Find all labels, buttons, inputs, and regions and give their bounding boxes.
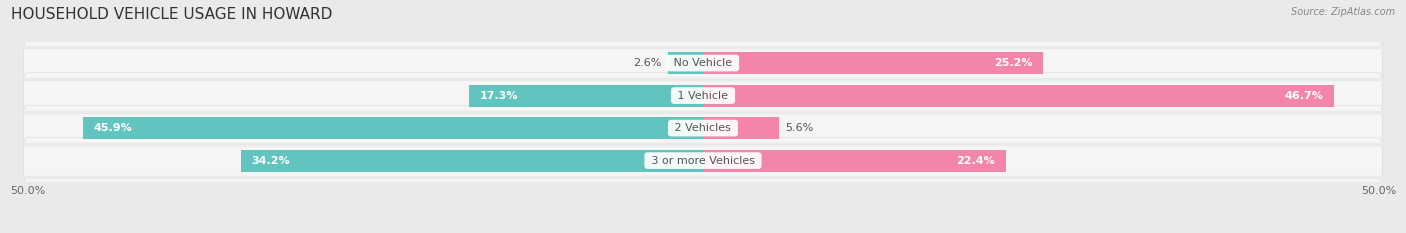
- Text: 2 Vehicles: 2 Vehicles: [671, 123, 735, 133]
- Text: No Vehicle: No Vehicle: [671, 58, 735, 68]
- Text: 45.9%: 45.9%: [94, 123, 132, 133]
- FancyBboxPatch shape: [24, 73, 1382, 118]
- Bar: [703, 85, 1334, 107]
- Text: 3 or more Vehicles: 3 or more Vehicles: [648, 156, 758, 166]
- Bar: [703, 117, 779, 139]
- Text: 2.6%: 2.6%: [633, 58, 661, 68]
- FancyBboxPatch shape: [24, 40, 1382, 86]
- Text: 5.6%: 5.6%: [786, 123, 814, 133]
- Bar: [668, 52, 703, 74]
- Bar: [470, 85, 703, 107]
- Bar: [703, 52, 1043, 74]
- Text: 34.2%: 34.2%: [252, 156, 291, 166]
- Text: 17.3%: 17.3%: [479, 91, 519, 101]
- Text: 46.7%: 46.7%: [1284, 91, 1323, 101]
- Text: 1 Vehicle: 1 Vehicle: [675, 91, 731, 101]
- FancyBboxPatch shape: [24, 105, 1382, 151]
- Text: HOUSEHOLD VEHICLE USAGE IN HOWARD: HOUSEHOLD VEHICLE USAGE IN HOWARD: [11, 7, 333, 22]
- FancyBboxPatch shape: [24, 138, 1382, 183]
- Bar: [83, 117, 703, 139]
- Text: 25.2%: 25.2%: [994, 58, 1032, 68]
- Text: Source: ZipAtlas.com: Source: ZipAtlas.com: [1291, 7, 1395, 17]
- Text: 22.4%: 22.4%: [956, 156, 995, 166]
- Bar: [240, 150, 703, 172]
- Bar: [703, 150, 1005, 172]
